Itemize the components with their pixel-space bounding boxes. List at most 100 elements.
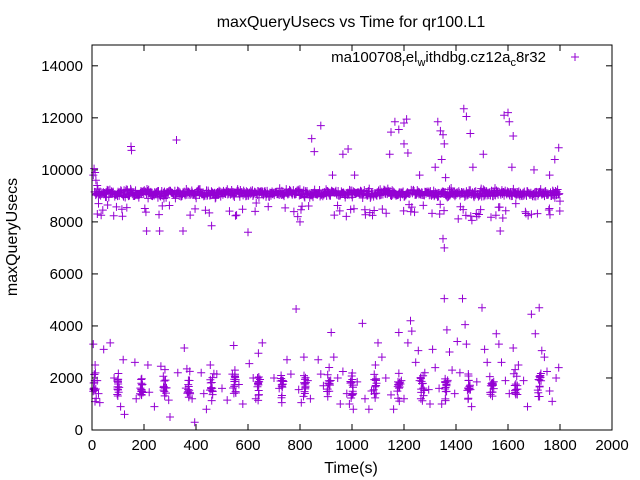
data-point (325, 377, 334, 386)
data-point (478, 303, 486, 312)
data-point (433, 117, 442, 126)
data-point (441, 374, 450, 383)
data-point (545, 386, 554, 395)
data-point (378, 205, 387, 214)
data-point (347, 391, 356, 400)
data-point (360, 205, 369, 214)
data-point (505, 117, 514, 126)
data-point (99, 345, 108, 354)
data-point (350, 171, 359, 180)
data-point (281, 203, 290, 212)
data-point (205, 208, 214, 217)
data-point (278, 383, 287, 392)
data-point (407, 203, 416, 212)
data-point (514, 360, 523, 369)
data-point (394, 369, 403, 378)
data-point (95, 398, 104, 407)
data-point (346, 379, 355, 388)
data-point (244, 228, 252, 237)
data-points (89, 104, 564, 427)
data-point (283, 355, 291, 364)
data-point (289, 207, 298, 216)
data-point (158, 201, 167, 210)
data-point (419, 384, 428, 393)
data-point (323, 385, 332, 394)
data-point (483, 358, 492, 367)
data-point (370, 206, 379, 215)
data-point (507, 163, 516, 172)
axis-ticks: 0 200 400 600 800 1000 1200 1400 1600 1800 2000 0 20… (41, 45, 629, 454)
data-point (419, 391, 428, 400)
data-point (534, 388, 543, 397)
data-point (160, 377, 169, 386)
data-point (150, 402, 159, 411)
data-point (338, 367, 347, 376)
data-point (364, 405, 373, 414)
data-point (403, 148, 412, 157)
data-point (371, 382, 380, 391)
data-point (232, 211, 241, 220)
data-point (323, 370, 332, 379)
data-point (202, 405, 211, 414)
data-point (306, 394, 315, 403)
data-point (156, 362, 165, 371)
data-point (553, 185, 562, 194)
data-point (122, 203, 131, 212)
data-point (143, 360, 152, 369)
data-point (512, 385, 521, 394)
data-point (326, 376, 335, 385)
data-point (440, 243, 449, 252)
data-point (92, 394, 101, 403)
data-point (119, 355, 128, 364)
data-point (206, 378, 215, 387)
data-point (535, 372, 544, 381)
data-point (536, 373, 545, 382)
data-point (417, 385, 426, 394)
data-point (385, 150, 394, 159)
data-point (550, 155, 559, 164)
data-point (316, 370, 325, 379)
y-tick-label: 14000 (41, 58, 83, 75)
data-point (521, 209, 530, 218)
data-point (130, 358, 139, 367)
data-point (509, 132, 518, 141)
data-point (461, 211, 470, 220)
data-point (184, 393, 193, 402)
x-tick-label: 2000 (595, 437, 628, 454)
data-point (394, 328, 403, 337)
data-point (440, 294, 449, 303)
data-point (141, 208, 150, 217)
data-point (527, 210, 536, 219)
data-point (348, 387, 357, 396)
data-point (197, 368, 206, 377)
data-point (453, 337, 462, 346)
data-point (230, 372, 239, 381)
data-point (491, 184, 499, 193)
data-point (497, 358, 506, 367)
data-point (448, 366, 457, 375)
data-point (127, 142, 135, 151)
data-point (368, 211, 377, 220)
data-point (509, 369, 518, 378)
data-point (342, 212, 351, 221)
data-point (353, 377, 362, 386)
data-point (296, 217, 304, 226)
data-point (371, 360, 380, 369)
data-point (464, 371, 473, 380)
data-point (476, 186, 485, 195)
data-point (155, 226, 164, 235)
data-point (327, 328, 336, 337)
data-point (426, 399, 434, 408)
data-point (464, 394, 473, 403)
data-point (492, 329, 501, 338)
data-point (114, 380, 123, 389)
data-point (402, 115, 411, 124)
data-point (399, 206, 408, 215)
data-point (387, 390, 395, 399)
data-point (229, 341, 238, 350)
y-tick-label: 6000 (50, 266, 83, 283)
data-point (90, 164, 99, 173)
data-point (428, 209, 437, 218)
data-point (179, 226, 187, 235)
data-point (472, 377, 481, 386)
